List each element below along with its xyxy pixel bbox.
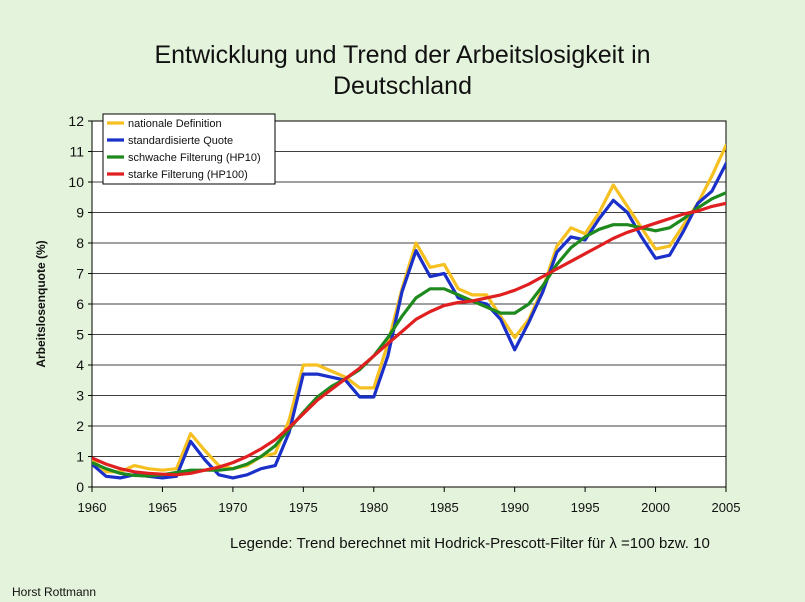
y-tick-label: 0 [76,479,84,495]
legend-label: nationale Definition [128,118,222,130]
chart-title-line-1: Entwicklung und Trend der Arbeitslosigke… [154,41,651,69]
author-name: Horst Rottmann [12,585,97,599]
y-tick-label: 9 [76,205,84,221]
y-tick-label: 11 [69,144,84,160]
series-line-2 [92,162,726,480]
x-tick-label: 1970 [218,500,247,515]
y-tick-label: 6 [76,296,84,312]
y-tick-label: 10 [68,174,84,190]
y-tick-label: 7 [76,266,84,282]
series-line-4 [92,201,726,477]
x-tick-label: 1990 [500,500,529,515]
x-tick-label: 2000 [641,500,670,515]
y-tick-label: 8 [76,235,84,251]
x-tick-label: 1975 [289,500,318,515]
x-tick-label: 1960 [78,500,107,515]
y-axis-label: Arbeitslosenquote (%) [34,240,48,367]
legend-box [102,113,276,185]
y-tick-label: 12 [68,113,84,129]
chart-title: Entwicklung und Trend der Arbeitslosigke… [0,40,805,102]
y-tick-label: 3 [76,388,84,404]
legend-label: standardisierte Quote [128,135,233,147]
y-tick-label: 4 [76,357,84,373]
legend-label: starke Filterung (HP100) [128,169,248,181]
x-tick-label: 1965 [148,500,177,515]
y-tick-label: 2 [76,418,84,434]
legend-label: schwache Filterung (HP10) [128,152,261,164]
y-tick-label: 1 [76,449,84,465]
y-tick-label: 5 [76,327,84,343]
legend-footnote: Legende: Trend berechnet mit Hodrick-Pre… [230,535,710,552]
chart-title-line-2: Deutschland [333,72,472,100]
x-tick-label: 1980 [359,500,388,515]
x-tick-label: 1995 [571,500,600,515]
series-line-1 [92,143,726,474]
x-tick-label: 2005 [712,500,741,515]
x-tick-label: 1985 [430,500,459,515]
